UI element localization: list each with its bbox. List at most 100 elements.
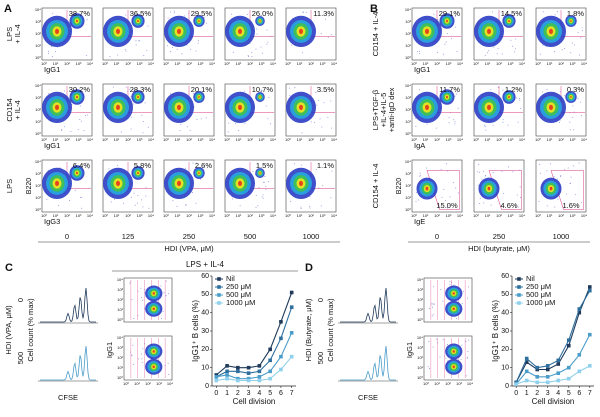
data-point [279,354,283,359]
flow-event [560,176,562,178]
flow-event [181,53,183,55]
flow-density [116,104,120,110]
flow-event [490,204,492,206]
flow-event [110,201,112,203]
flow-event [205,22,207,24]
flow-event [48,93,50,95]
flow-event [477,184,479,186]
flow-event [251,52,253,54]
flow-event [541,91,543,93]
flow-x-tick: 10⁴ [148,137,154,142]
flow-event [166,45,168,47]
flow-x-tick: 10¹ [547,61,553,66]
flow-event [131,355,133,357]
flow-y-tick: 10¹ [417,365,423,370]
flow-event [431,315,433,317]
flow-event [125,14,127,16]
legend-label: 1000 μM [526,298,555,307]
flow-x-tick: 10¹ [175,61,181,66]
row-label: CD154 + IL-4 [371,164,380,209]
flow-event [317,86,319,88]
percent: 30.2% [69,85,91,94]
flow-event [466,356,468,358]
flow-x-tick: 10⁰ [473,61,479,66]
flow-density [446,95,448,99]
flow-density [446,19,448,23]
flow-event [138,39,140,41]
flow-event [418,50,420,52]
percent: 10.7% [252,85,274,94]
y-axis-title: IgG1⁺ B cells (%) [491,300,500,362]
flow-event [554,206,556,208]
flow-x-tick: 10¹ [236,61,242,66]
data-point [556,362,561,366]
x-axis-label: IgG3 [44,217,60,226]
flow-event [419,89,421,91]
flow-event [260,89,262,91]
flow-event [132,363,134,365]
flow-event [300,207,302,209]
flow-y-tick: 10⁴ [35,83,41,88]
row-label: + IL-4 [13,24,22,43]
flow-event [132,89,134,91]
percent: 38.7% [69,9,91,18]
flow-x-tick: 10⁰ [41,213,47,218]
flow-event [466,357,468,359]
flow-event [244,122,246,124]
flow-event [191,192,193,194]
flow-event [502,121,504,123]
flow-event [325,90,327,92]
flow-x-tick: 10³ [508,213,514,218]
flow-event [519,11,521,13]
flow-event [448,116,450,118]
row-label: LPS [5,179,14,193]
flow-density [238,104,242,110]
flow-event [74,189,76,191]
flow-event [460,358,462,360]
data-point [236,378,240,383]
legend-marker [217,277,221,281]
flow-x-tick: 10⁴ [270,137,276,142]
flow-event [319,118,321,120]
flow-event [572,117,574,119]
flow-event [463,290,465,292]
flow-x-tick: 10² [496,61,502,66]
flow-event [81,196,83,198]
flow-event [179,130,181,132]
data-point [545,375,550,379]
flow-event [209,166,211,168]
flow-event [419,176,421,178]
flow-event [553,176,555,178]
x-tick-label: 0 [214,390,218,397]
percent: 26.0% [252,9,274,18]
flow-event [513,51,515,53]
flow-event [314,121,316,123]
data-point [587,364,592,368]
flow-x-tick: 10² [145,381,151,386]
flow-event [147,25,149,27]
flow-event [570,52,572,54]
flow-x-tick: 10⁴ [457,61,463,66]
flow-event [117,165,119,167]
flow-event [433,286,435,288]
flow-event [478,164,480,166]
data-point [524,369,529,374]
data-point [236,365,240,370]
flow-event [265,188,267,190]
flow-density [452,350,455,353]
flow-x-tick: 10⁴ [519,137,525,142]
flow-x-tick: 10⁰ [285,213,291,218]
flow-event [550,163,552,165]
flow-event [452,182,454,184]
flow-x-tick: 10⁴ [87,137,93,142]
flow-event [519,196,521,198]
flow-density [549,104,553,110]
flow-x-tick: 10² [247,61,253,66]
flow-event [567,167,569,169]
flow-x-tick: 10⁴ [581,137,587,142]
flow-x-tick: 10³ [198,137,204,142]
flow-x-tick: 10⁴ [148,61,154,66]
flow-density [137,19,139,23]
data-point [524,378,529,383]
flow-x-tick: 10¹ [547,137,553,142]
